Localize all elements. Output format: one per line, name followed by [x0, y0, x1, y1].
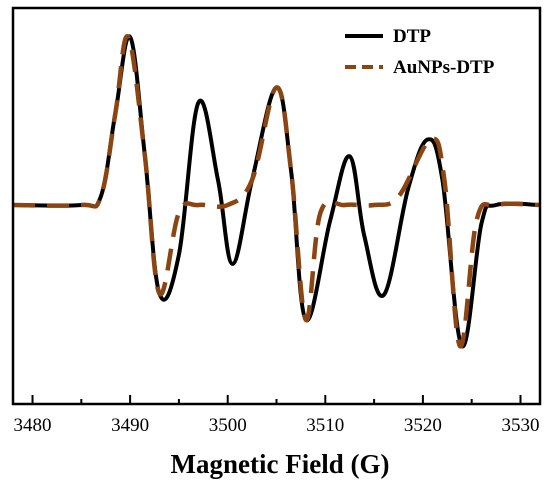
series-line-aunps-dtp: [12, 34, 541, 349]
x-axis-title: Magnetic Field (G): [171, 449, 390, 479]
x-axis: 3480 3490 3500 3510 3520 3530: [14, 395, 539, 436]
legend-label-dtp: DTP: [393, 26, 431, 47]
x-tick-label: 3500: [209, 415, 247, 436]
x-tick-label: 3510: [306, 415, 344, 436]
series-line-dtp: [12, 34, 541, 349]
x-tick-label: 3530: [501, 415, 539, 436]
legend: DTP AuNPs-DTP: [345, 26, 495, 78]
x-tick-label: 3490: [111, 415, 149, 436]
x-tick-label: 3520: [404, 415, 442, 436]
x-tick-label: 3480: [14, 415, 52, 436]
legend-label-aunps-dtp: AuNPs-DTP: [393, 57, 495, 78]
